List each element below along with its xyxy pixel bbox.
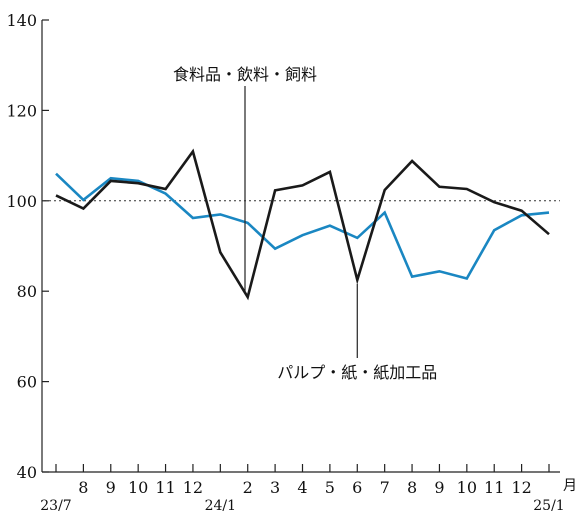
- y-tick-label: 120: [6, 101, 37, 120]
- x-tick-label: 9: [434, 478, 444, 497]
- x-tick-label: 6: [352, 478, 362, 497]
- x-year-label: 25/1: [533, 498, 564, 512]
- x-tick-label: 7: [380, 478, 390, 497]
- y-tick-label: 60: [17, 373, 37, 392]
- y-tick-label: 40: [17, 463, 37, 482]
- x-tick-label: 4: [297, 478, 307, 497]
- y-tick-label: 140: [6, 11, 37, 30]
- x-tick-label: 10: [128, 478, 148, 497]
- x-unit-label: 月: [563, 478, 577, 494]
- x-tick-label: 12: [511, 478, 531, 497]
- x-tick-label: 10: [457, 478, 477, 497]
- x-tick-label: 2: [243, 478, 253, 497]
- x-tick-label: 9: [106, 478, 116, 497]
- x-year-label: 23/7: [40, 498, 71, 512]
- x-year-label: 24/1: [205, 498, 236, 512]
- x-tick-label: 3: [270, 478, 280, 497]
- annotation-label-food: 食料品・飲料・飼料: [173, 65, 317, 84]
- x-tick-label: 11: [155, 478, 175, 497]
- series-group: [55, 148, 550, 301]
- x-tick-label: 8: [78, 478, 88, 497]
- x-tick-label: 11: [484, 478, 504, 497]
- annotation-label-pulp: パルプ・紙・紙加工品: [277, 363, 437, 382]
- y-tick-label: 80: [17, 282, 37, 301]
- series-line-1: [55, 172, 550, 281]
- series-line-0: [55, 148, 550, 301]
- y-tick-label: 100: [6, 192, 37, 211]
- x-tick-label: 5: [325, 478, 335, 497]
- x-tick-label: 8: [407, 478, 417, 497]
- x-tick-label: 12: [183, 478, 203, 497]
